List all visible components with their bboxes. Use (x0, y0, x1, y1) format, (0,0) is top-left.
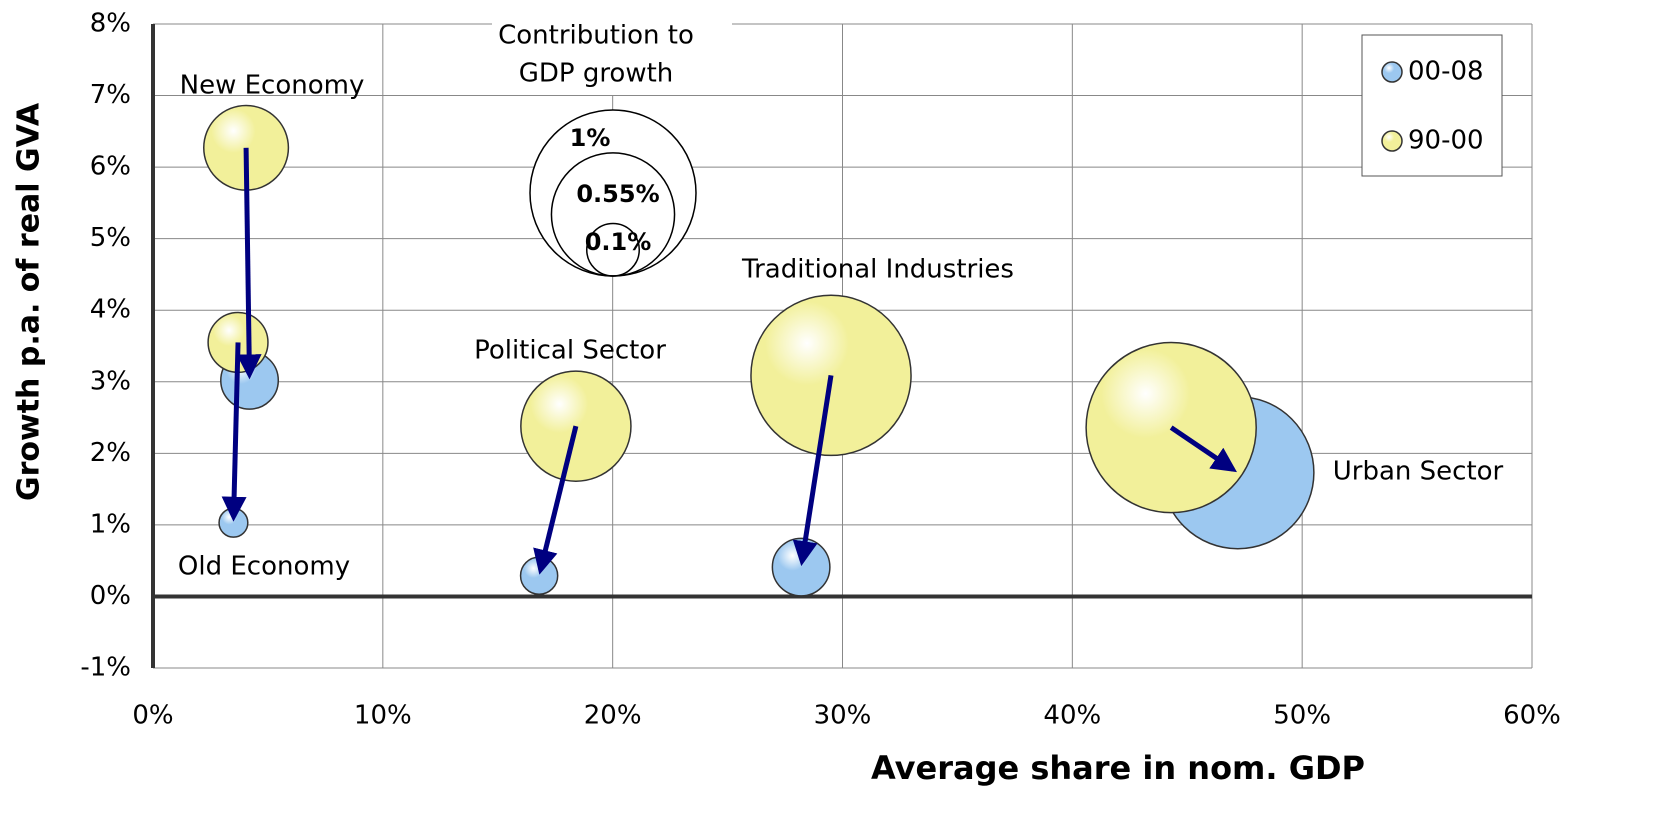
arrow (1169, 425, 1237, 473)
x-tick-label: 60% (1503, 701, 1561, 731)
size-legend-title: GDP growth (519, 59, 674, 89)
x-tick-label: 20% (584, 701, 642, 731)
bubble (771, 537, 831, 597)
category-label: Traditional Industries (741, 255, 1014, 285)
y-tick-label: -1% (80, 653, 131, 683)
x-tick-label: 30% (814, 701, 872, 731)
x-axis-title: Average share in nom. GDP (871, 749, 1365, 787)
y-tick-label: 7% (90, 80, 131, 110)
y-axis-title: Growth p.a. of real GVA (12, 102, 47, 501)
size-legend-label: 0.55% (576, 180, 659, 208)
x-tick-label: 50% (1273, 701, 1331, 731)
y-tick-label: 2% (90, 438, 131, 468)
arrow (221, 342, 247, 522)
y-tick-label: 1% (90, 509, 131, 539)
y-tick-label: 4% (90, 295, 131, 325)
arrow (533, 425, 579, 575)
size-legend-title: Contribution to (498, 21, 694, 51)
size-legend-title-bg (492, 15, 732, 95)
y-tick-label: 0% (90, 581, 131, 611)
category-label: New Economy (180, 71, 365, 101)
category-label: Old Economy (178, 552, 350, 582)
y-tick-label: 6% (90, 152, 131, 182)
x-tick-label: 10% (354, 701, 412, 731)
y-tick-label: 5% (90, 223, 131, 253)
legend-label: 90-00 (1408, 126, 1484, 156)
arrow (792, 374, 834, 567)
size-legend-circle (586, 222, 640, 277)
x-tick-label: 40% (1043, 701, 1101, 731)
legend-marker (1381, 61, 1403, 83)
bubble (519, 556, 559, 596)
category-label: Urban Sector (1333, 457, 1504, 487)
legend-label: 00-08 (1408, 57, 1484, 87)
category-label: Political Sector (474, 336, 666, 366)
x-tick-label: 0% (132, 701, 173, 731)
arrow (236, 147, 262, 380)
y-tick-label: 8% (90, 9, 131, 39)
y-tick-label: 3% (90, 366, 131, 396)
legend-marker (1381, 130, 1403, 152)
size-legend-label: 0.1% (585, 228, 652, 256)
legend-box (1361, 34, 1503, 177)
size-legend-label: 1% (570, 124, 611, 152)
